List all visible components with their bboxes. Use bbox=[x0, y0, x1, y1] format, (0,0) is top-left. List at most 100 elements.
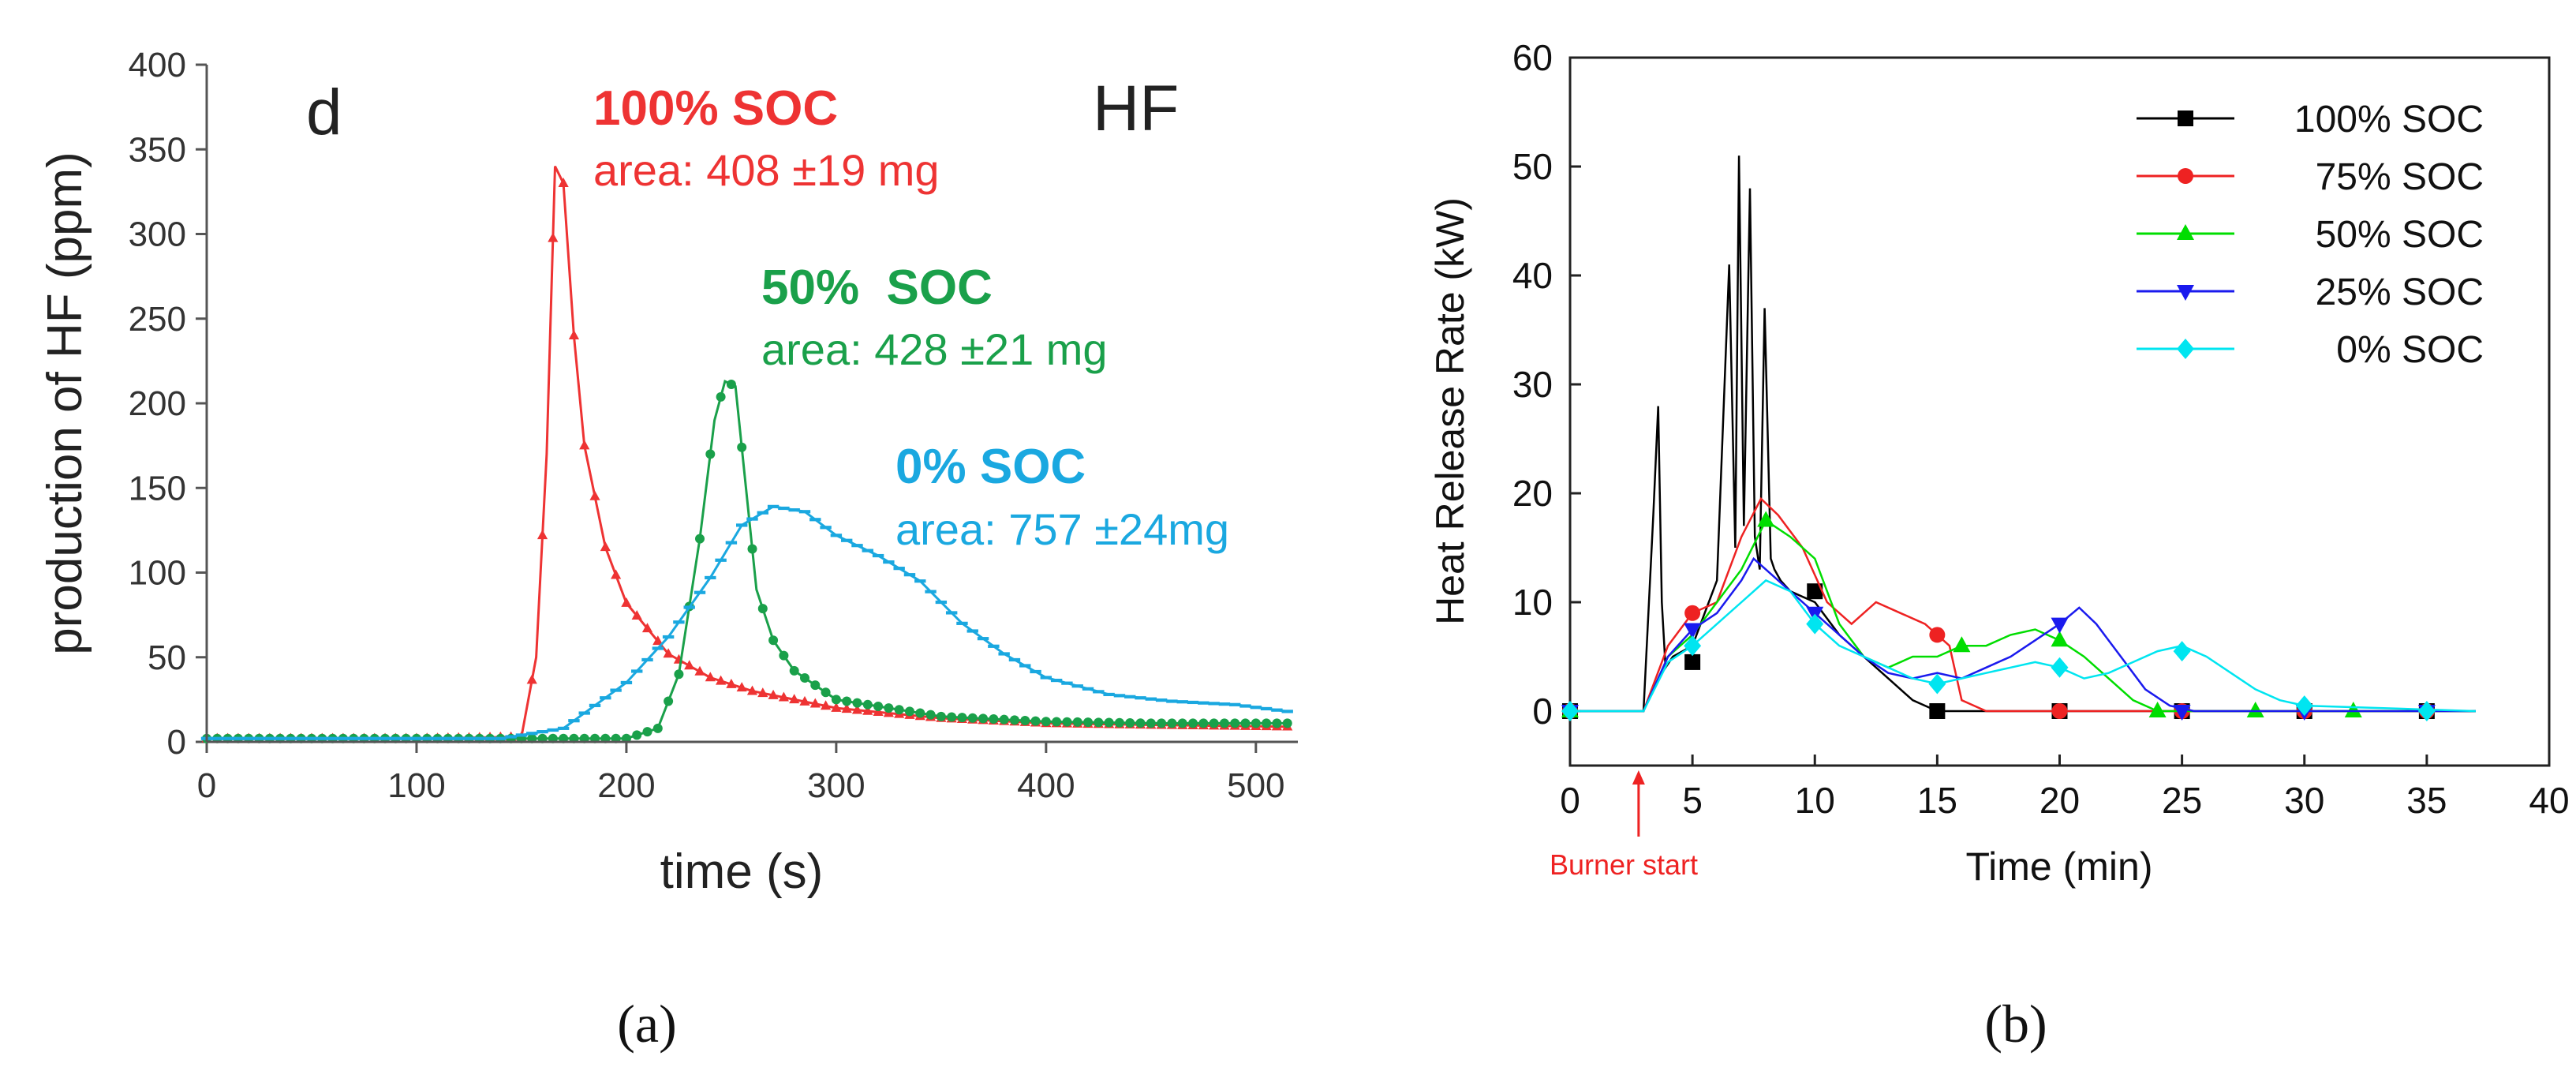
panel-a-point-2 bbox=[1135, 696, 1146, 700]
panel-a-ytick-label: 200 bbox=[129, 384, 186, 423]
panel-a-point-0 bbox=[768, 689, 779, 699]
panel-a-point-2 bbox=[211, 736, 223, 740]
panel-b-marker-3 bbox=[1684, 623, 1702, 639]
panel-a-point-1 bbox=[957, 713, 967, 723]
panel-a-point-2 bbox=[274, 736, 286, 740]
panel-a-point-1 bbox=[1188, 718, 1198, 728]
panel-a-point-2 bbox=[610, 688, 622, 692]
panel-b-ylabel: Heat Release Rate (kW) bbox=[1428, 197, 1472, 625]
panel-a-point-1 bbox=[789, 665, 799, 676]
panel-a-point-2 bbox=[1218, 702, 1231, 706]
panel-a-point-2 bbox=[945, 611, 958, 615]
panel-a-point-1 bbox=[1272, 718, 1282, 728]
panel-a-point-1 bbox=[978, 713, 989, 724]
panel-a-point-2 bbox=[442, 736, 454, 740]
panel-b-marker-4 bbox=[2417, 701, 2436, 721]
panel-a-point-2 bbox=[830, 534, 843, 537]
panel-a-ytick-label: 350 bbox=[129, 130, 186, 169]
panel-b-marker-2 bbox=[1953, 636, 1971, 653]
panel-a-point-2 bbox=[1166, 699, 1178, 703]
panel-a-point-2 bbox=[988, 644, 1000, 648]
panel-a-point-0 bbox=[589, 490, 600, 500]
panel-a-ytick-label: 400 bbox=[129, 46, 186, 84]
annotation-50-title: 50% SOC bbox=[761, 260, 993, 315]
panel-b-xtick-label: 40 bbox=[2529, 780, 2569, 821]
panel-a-point-2 bbox=[1082, 687, 1094, 691]
panel-a-point-0 bbox=[558, 177, 569, 187]
panel-a-point-2 bbox=[966, 629, 978, 633]
panel-a-point-2 bbox=[473, 736, 485, 740]
caption-a: (a) bbox=[617, 994, 676, 1054]
panel-a-point-1 bbox=[632, 730, 642, 740]
panel-a-point-0 bbox=[600, 541, 611, 552]
panel-a-point-1 bbox=[925, 710, 936, 720]
panel-a-point-0 bbox=[684, 660, 695, 670]
panel-a-point-2 bbox=[232, 736, 245, 740]
panel-a-point-2 bbox=[537, 730, 548, 734]
panel-b-legend: 100% SOC 75% SOC 50% SOC 25% SOC 0% SOC bbox=[2137, 99, 2484, 371]
panel-a-point-2 bbox=[1281, 710, 1293, 713]
panel-a-xtick-label: 500 bbox=[1227, 766, 1284, 805]
panel-a-point-2 bbox=[1008, 657, 1021, 662]
panel-a-point-1 bbox=[894, 705, 904, 715]
panel-a-point-2 bbox=[253, 736, 265, 740]
panel-a-point-2 bbox=[526, 732, 538, 736]
panel-a-series bbox=[200, 166, 1293, 743]
panel-a-xlabel: time (s) bbox=[660, 844, 824, 899]
panel-a-point-1 bbox=[1135, 718, 1146, 728]
panel-a-point-0 bbox=[631, 609, 642, 620]
panel-a-point-0 bbox=[809, 698, 821, 708]
panel-a-ytick-label: 50 bbox=[148, 638, 186, 677]
panel-a-point-2 bbox=[798, 510, 811, 514]
panel-a-point-1 bbox=[705, 449, 716, 459]
panel-a-point-1 bbox=[757, 604, 768, 614]
panel-b-marker-0 bbox=[1684, 653, 1701, 670]
panel-a-point-2 bbox=[368, 736, 380, 740]
panel-b-line-4 bbox=[1570, 579, 2476, 713]
legend-marker-3 bbox=[2177, 285, 2194, 301]
panel-a-point-2 bbox=[327, 736, 338, 740]
panel-a-point-0 bbox=[851, 704, 863, 714]
panel-a-point-1 bbox=[768, 635, 779, 646]
panel-b-ytick-label: 40 bbox=[1512, 255, 1553, 296]
panel-a-point-1 bbox=[999, 714, 1009, 725]
legend-label-0: 100% SOC bbox=[2294, 99, 2484, 140]
panel-b-line-0 bbox=[1570, 155, 2476, 713]
panel-a-point-2 bbox=[683, 605, 695, 609]
panel-b-ytick-label: 50 bbox=[1512, 146, 1553, 187]
panel-a-point-2 bbox=[242, 736, 255, 740]
panel-a-point-1 bbox=[1209, 718, 1219, 728]
panel-a-point-1 bbox=[726, 379, 736, 389]
panel-b-marker-2 bbox=[2051, 631, 2069, 647]
panel-a-point-1 bbox=[1104, 717, 1114, 728]
panel-b-marker-3 bbox=[2051, 617, 2069, 634]
panel-a-point-2 bbox=[652, 646, 664, 650]
panel-a-point-2 bbox=[631, 669, 643, 673]
panel-a-point-2 bbox=[778, 506, 790, 511]
panel-a-point-2 bbox=[725, 541, 738, 545]
panel-a-point-2 bbox=[620, 680, 633, 685]
panel-a-point-1 bbox=[1072, 717, 1082, 727]
panel-a-point-2 bbox=[547, 728, 559, 732]
panel-a-point-2 bbox=[1019, 664, 1031, 668]
panel-a-point-2 bbox=[305, 736, 318, 740]
panel-b-xtick-label: 0 bbox=[1560, 780, 1580, 821]
panel-a-point-1 bbox=[1020, 715, 1030, 725]
panel-a-point-2 bbox=[410, 736, 423, 740]
panel-a-point-2 bbox=[736, 523, 748, 527]
legend-label-4: 0% SOC bbox=[2336, 329, 2484, 371]
panel-a-line-0 bbox=[207, 166, 1288, 740]
panel-a-point-1 bbox=[810, 680, 821, 691]
panel-a-point-0 bbox=[611, 569, 622, 579]
annotation-50-area: area: 428 ±21 mg bbox=[761, 324, 1108, 374]
panel-a-point-2 bbox=[557, 726, 570, 730]
panel-b-xtick-label: 25 bbox=[2162, 780, 2202, 821]
panel-a-point-2 bbox=[1071, 684, 1083, 688]
panel-a-ytick-label: 100 bbox=[129, 554, 186, 593]
panel-a-point-0 bbox=[778, 691, 789, 702]
annotation-100-area: area: 408 ±19 mg bbox=[593, 145, 940, 195]
panel-a-point-1 bbox=[1251, 718, 1261, 728]
panel-b-line-2 bbox=[1570, 519, 2476, 713]
panel-a-point-2 bbox=[1050, 678, 1063, 683]
panel-a-point-2 bbox=[673, 620, 685, 624]
